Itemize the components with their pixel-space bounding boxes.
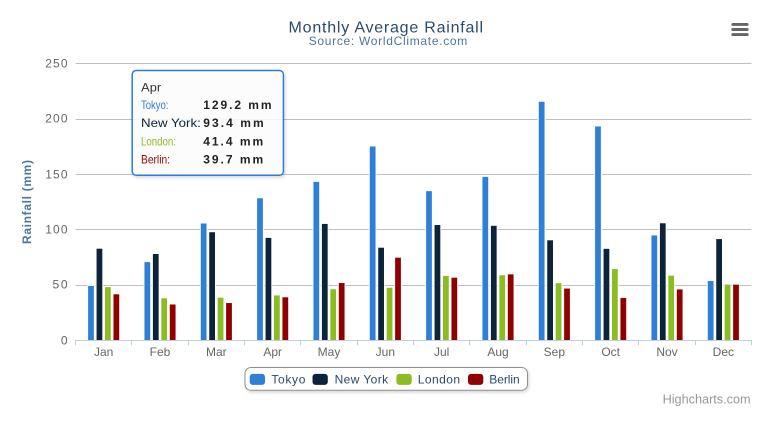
svg-text:Dec: Dec: [713, 345, 734, 359]
svg-text:150: 150: [45, 168, 68, 182]
svg-text:Mar: Mar: [206, 345, 227, 359]
svg-text:New York: New York: [335, 373, 390, 387]
svg-text:Monthly Average Rainfall: Monthly Average Rainfall: [289, 20, 484, 37]
svg-text:Aug: Aug: [487, 345, 508, 359]
svg-text:Berlin:: Berlin:: [141, 152, 170, 166]
svg-text:Nov: Nov: [656, 345, 677, 359]
svg-text:Sep: Sep: [544, 345, 566, 359]
svg-text:50: 50: [53, 278, 68, 292]
svg-text:Feb: Feb: [150, 345, 171, 359]
svg-text:London:: London:: [141, 134, 176, 148]
svg-text:Apr: Apr: [263, 345, 282, 359]
svg-text:Jul: Jul: [434, 345, 449, 359]
svg-text:Highcharts.com: Highcharts.com: [663, 391, 751, 406]
svg-text:Tokyo: Tokyo: [271, 373, 305, 387]
svg-text:New York:: New York:: [141, 116, 201, 130]
svg-text:Apr: Apr: [141, 80, 161, 94]
svg-text:Oct: Oct: [601, 345, 620, 359]
svg-text:100: 100: [45, 223, 68, 237]
svg-text:Tokyo:: Tokyo:: [141, 98, 168, 112]
svg-text:129.2 mm: 129.2 mm: [203, 98, 271, 112]
svg-text:Berlin: Berlin: [489, 373, 519, 387]
svg-text:Source: WorldClimate.com: Source: WorldClimate.com: [309, 34, 468, 48]
svg-text:May: May: [318, 345, 341, 359]
svg-text:250: 250: [45, 57, 68, 71]
svg-text:Jun: Jun: [376, 345, 395, 359]
svg-text:Jan: Jan: [94, 345, 113, 359]
svg-text:0: 0: [61, 334, 68, 348]
svg-text:Rainfall (mm): Rainfall (mm): [20, 160, 34, 244]
svg-text:200: 200: [45, 112, 68, 126]
svg-text:London: London: [418, 373, 460, 387]
